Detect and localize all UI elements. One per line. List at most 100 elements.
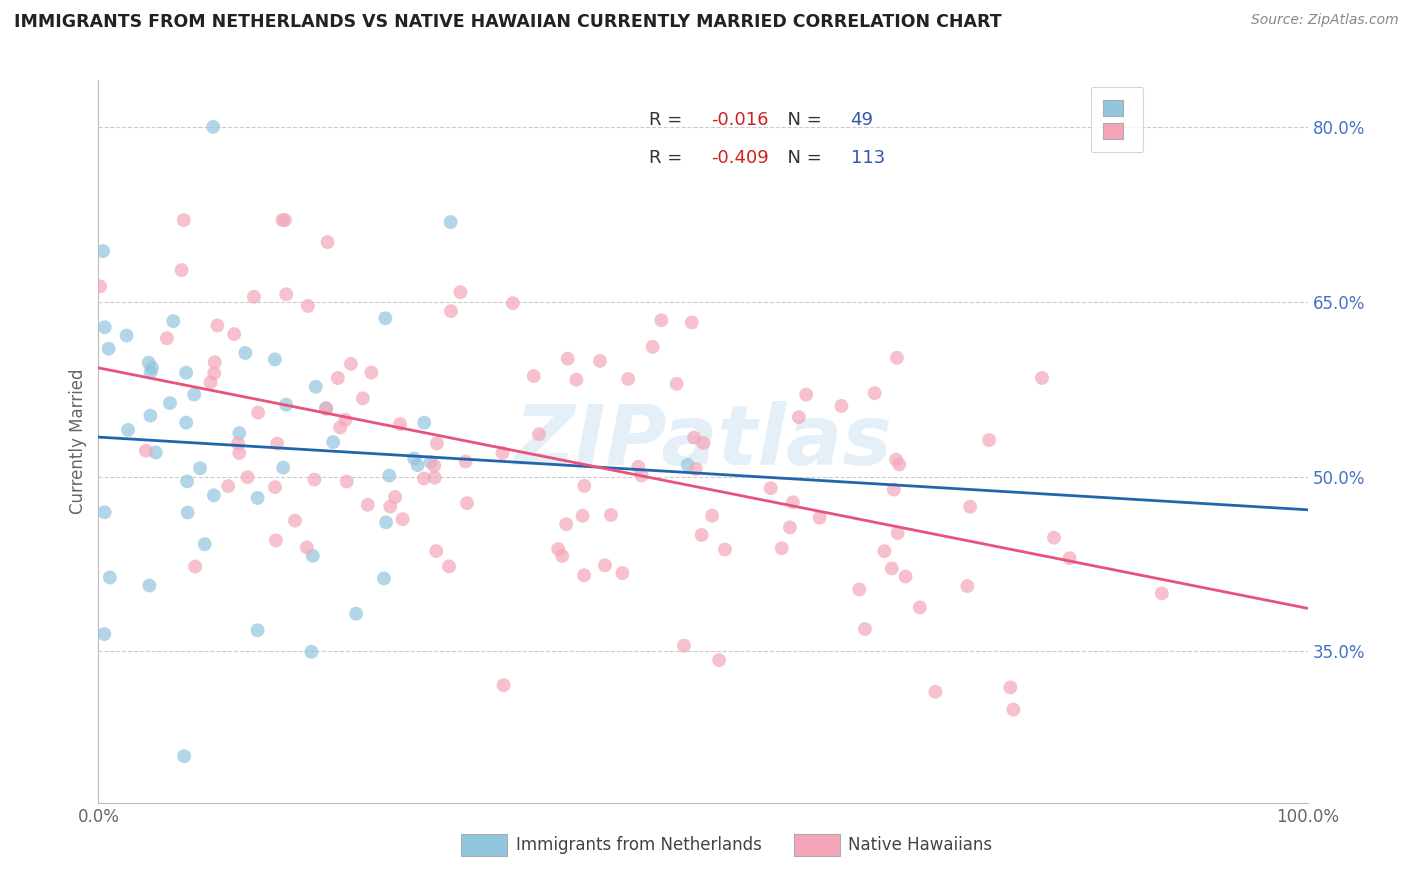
Point xyxy=(759,481,782,495)
Point xyxy=(665,376,688,391)
Point xyxy=(384,490,406,504)
Point xyxy=(295,541,318,555)
Point xyxy=(322,435,344,450)
Point xyxy=(1031,371,1053,385)
Point xyxy=(228,426,250,441)
Point xyxy=(589,354,612,368)
Text: 113: 113 xyxy=(851,149,884,167)
Legend: , : , xyxy=(1091,87,1143,152)
Point xyxy=(557,351,579,366)
Point xyxy=(284,514,307,528)
Point xyxy=(977,433,1000,447)
Text: Native Hawaiians: Native Hawaiians xyxy=(848,836,993,854)
Point xyxy=(770,541,793,556)
Point xyxy=(224,327,246,342)
Point xyxy=(880,561,903,575)
Point xyxy=(98,570,121,584)
Point xyxy=(91,244,114,259)
Text: 49: 49 xyxy=(851,111,873,128)
Point xyxy=(93,320,115,334)
Point xyxy=(650,313,672,327)
Text: R =: R = xyxy=(648,111,688,128)
Point xyxy=(115,328,138,343)
Point xyxy=(173,213,195,227)
Point xyxy=(1002,702,1025,716)
Point xyxy=(246,491,269,505)
Point xyxy=(373,572,395,586)
Point xyxy=(264,480,287,494)
Point xyxy=(413,416,436,430)
Point xyxy=(423,470,446,484)
Point xyxy=(886,351,908,365)
Point xyxy=(145,445,167,459)
Point xyxy=(344,607,367,621)
Point xyxy=(404,451,426,466)
Text: N =: N = xyxy=(776,149,827,167)
Text: -0.016: -0.016 xyxy=(711,111,769,128)
Point xyxy=(423,458,446,473)
Point xyxy=(375,516,398,530)
Point xyxy=(574,479,596,493)
Point xyxy=(184,559,207,574)
Y-axis label: Currently Married: Currently Married xyxy=(69,368,87,515)
Point xyxy=(419,455,441,469)
Point xyxy=(439,215,461,229)
Point xyxy=(449,285,471,300)
Point xyxy=(202,488,225,502)
Point xyxy=(779,520,801,534)
Point xyxy=(492,678,515,692)
Point xyxy=(830,399,852,413)
Point xyxy=(247,406,270,420)
Point xyxy=(787,410,810,425)
Point xyxy=(335,413,357,427)
Point xyxy=(502,296,524,310)
Point xyxy=(173,749,195,764)
Point xyxy=(547,541,569,556)
Point xyxy=(672,639,695,653)
Point xyxy=(1043,531,1066,545)
Point xyxy=(565,373,588,387)
Point xyxy=(162,314,184,328)
Point xyxy=(600,508,623,522)
Point xyxy=(389,417,412,431)
Point xyxy=(174,366,197,380)
FancyBboxPatch shape xyxy=(461,834,508,855)
Point xyxy=(299,645,322,659)
Text: R =: R = xyxy=(648,149,688,167)
Point xyxy=(233,346,256,360)
Point xyxy=(357,498,380,512)
Point xyxy=(228,446,250,460)
Point xyxy=(316,235,339,249)
Point xyxy=(884,452,907,467)
Point xyxy=(194,537,217,551)
Point xyxy=(305,380,328,394)
Point xyxy=(707,653,730,667)
Point xyxy=(156,331,179,345)
Point xyxy=(894,569,917,583)
Point xyxy=(959,500,981,514)
Point xyxy=(93,627,115,641)
Point xyxy=(1000,681,1022,695)
Point xyxy=(89,279,111,293)
Point xyxy=(326,371,349,385)
Point xyxy=(454,454,477,468)
Point xyxy=(141,360,163,375)
Point xyxy=(271,460,294,475)
Point xyxy=(593,558,616,573)
Point xyxy=(329,420,352,434)
Point xyxy=(555,517,578,532)
Point xyxy=(848,582,870,597)
Point xyxy=(853,622,876,636)
Point xyxy=(246,624,269,638)
Point xyxy=(271,213,294,227)
Point xyxy=(315,401,337,416)
Point xyxy=(264,352,287,367)
Point xyxy=(1150,586,1173,600)
Text: Source: ZipAtlas.com: Source: ZipAtlas.com xyxy=(1251,13,1399,28)
Point xyxy=(276,287,298,301)
Point xyxy=(276,398,298,412)
Point xyxy=(297,299,319,313)
Point xyxy=(440,304,463,318)
Point xyxy=(523,369,546,384)
Point xyxy=(782,495,804,509)
